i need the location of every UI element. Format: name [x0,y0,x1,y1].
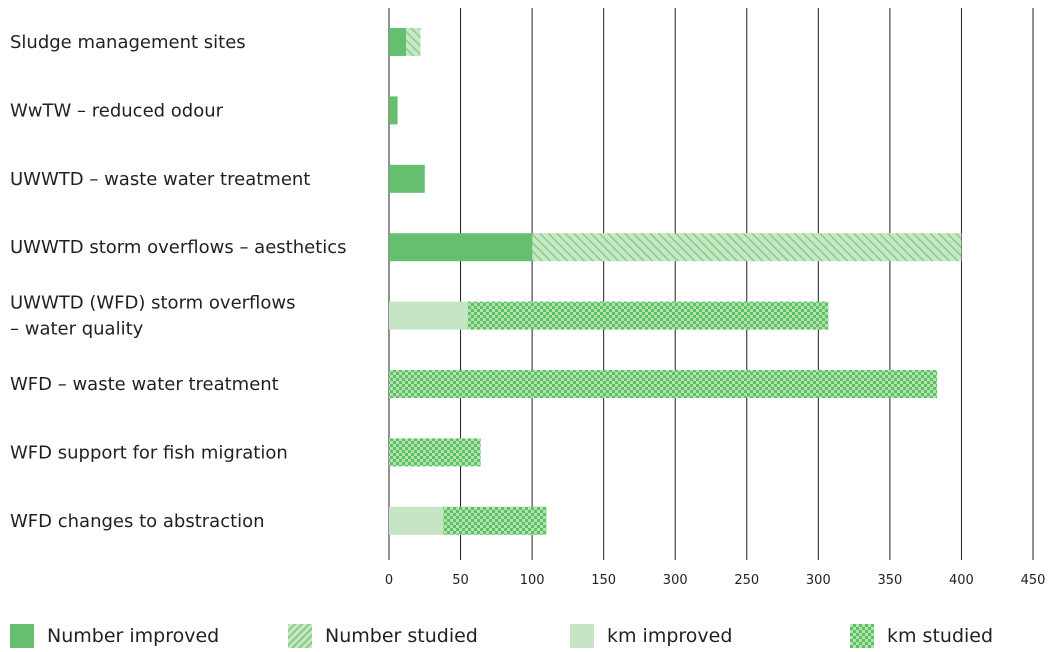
bar-number-improved [389,233,533,262]
bars [389,28,962,535]
category-label: WFD – waste water treatment [10,374,279,395]
legend-item-km-studied: km studied [850,622,993,650]
legend-swatch-km-improved [570,624,594,648]
x-tick-label: 300 [663,573,688,588]
bar-chart: Sludge management sites WwTW – reduced od… [10,8,1046,588]
legend-label: km studied [887,625,994,647]
x-tick-label: 250 [734,573,759,588]
bar-number-studied [406,28,421,56]
category-label: UWWTD storm overflows – aesthetics [10,237,347,258]
x-tick-label: 50 [452,573,469,588]
legend-swatch-number-improved [10,624,34,648]
bar-number-improved [389,96,398,125]
bar-km-studied [443,506,547,535]
x-tick-label: 400 [949,573,974,588]
legend-label: Number improved [47,625,220,647]
bar-number-improved [389,164,425,193]
bar-km-studied [389,438,481,467]
x-tick-label: 350 [877,573,902,588]
category-label: WFD changes to abstraction [10,511,265,532]
legend-label: km improved [607,625,733,647]
bar-km-improved [389,301,468,330]
legend-item-number-improved: Number improved [10,622,219,650]
bar-number-studied [532,233,962,262]
category-label: WwTW – reduced odour [10,100,224,121]
bar-km-improved [389,506,444,535]
x-tick-label: 0 [385,573,393,588]
category-label: UWWTD (WFD) storm overflows [10,293,296,314]
bar-km-studied [467,301,829,330]
category-label: – water quality [10,319,144,340]
x-axis-tick-labels: 0 50 100 150 300 250 300 350 400 450 [385,573,1046,588]
category-labels: Sludge management sites WwTW – reduced od… [10,32,347,532]
legend: Number improved Number studied km improv… [0,614,1050,652]
bar-number-improved [389,28,407,56]
x-tick-label: 300 [806,573,831,588]
legend-swatch-km-studied [850,624,874,648]
x-tick-label: 450 [1021,573,1046,588]
category-label: Sludge management sites [10,32,246,53]
legend-item-number-studied: Number studied [288,622,478,650]
legend-swatch-number-studied [288,624,312,648]
category-label: UWWTD – waste water treatment [10,169,310,190]
category-label: WFD support for fish migration [10,442,288,463]
legend-label: Number studied [325,625,478,647]
bar-km-studied [389,370,938,398]
x-tick-label: 100 [520,573,545,588]
grid-lines [388,8,1034,560]
legend-item-km-improved: km improved [570,622,732,650]
x-tick-label: 150 [591,573,616,588]
